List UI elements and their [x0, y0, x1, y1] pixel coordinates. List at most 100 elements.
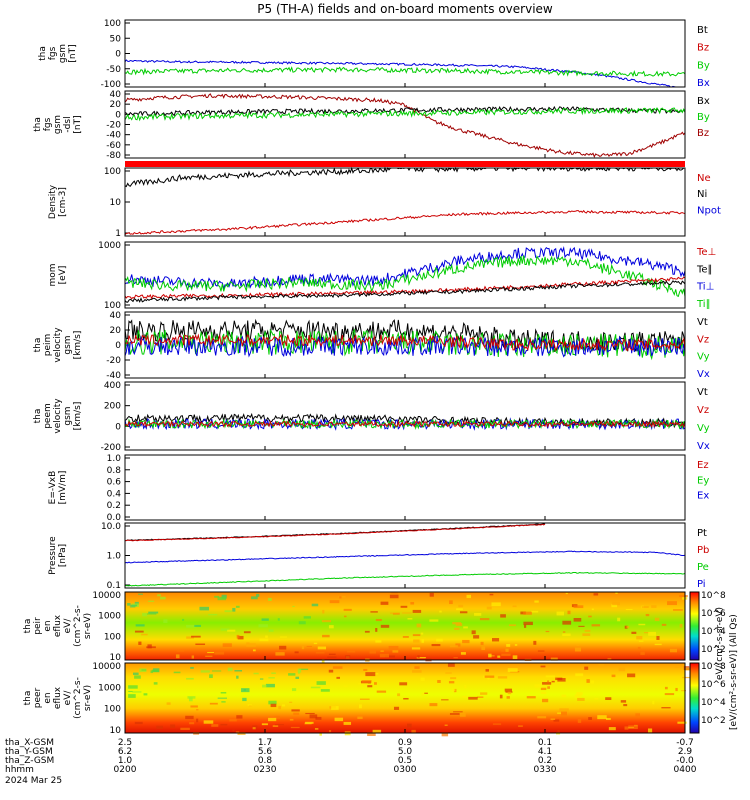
ytick-label: 10.0	[101, 522, 121, 532]
spectrogram-cell	[578, 625, 585, 627]
spectrogram-cell	[637, 646, 641, 650]
xaxis-value: 1.0	[118, 756, 133, 766]
spectrogram-cell	[463, 626, 468, 629]
spectrogram-cell	[458, 604, 464, 608]
spectrogram-cell	[134, 675, 141, 679]
spectrogram-cell	[403, 697, 409, 700]
spectrogram-cell	[220, 628, 230, 631]
ylabel-peer_en_eflux: (cm^2-s-	[73, 677, 83, 719]
legend-Te∥: Te∥	[696, 264, 713, 275]
spectrogram-cell	[160, 596, 166, 600]
spectrogram-cell	[278, 705, 282, 710]
ylabel-fgs_gsm_dsl: [nT]	[73, 115, 83, 133]
spectrogram-cell	[375, 618, 382, 622]
ytick-label: 20	[110, 100, 122, 110]
spectrogram-cell	[523, 624, 527, 628]
spectrogram-cell	[431, 643, 441, 647]
spectrogram-cell	[559, 708, 569, 712]
ylabel-pressure: [nPa]	[58, 544, 68, 567]
spectrogram-cell	[669, 648, 678, 653]
spectrogram-cell	[628, 726, 635, 729]
xaxis-row-label: tha_Y-GSM	[5, 747, 53, 757]
spectrogram-cell	[594, 698, 599, 700]
spectrogram-cell	[561, 711, 567, 716]
spectrogram-cell	[294, 651, 299, 654]
spectrogram-cell	[258, 624, 268, 628]
series-peem_velocity-Vy	[124, 418, 686, 430]
series-pressure-Pe	[125, 571, 686, 587]
spectrogram-cell	[573, 605, 584, 609]
spectrogram-cell	[420, 677, 425, 681]
ytick-label: 1.0	[107, 454, 122, 464]
spectrogram-cell	[618, 667, 626, 672]
spectrogram-cell	[507, 668, 518, 673]
spectrogram-cell	[196, 709, 199, 711]
spectrogram-cell	[163, 619, 168, 623]
spectrogram-cell	[462, 695, 467, 698]
spectrogram-cell	[388, 645, 399, 650]
ytick-label: -40	[106, 131, 121, 141]
spectrogram-cell	[180, 727, 190, 731]
spectrogram-cell	[638, 623, 646, 626]
legend-Vy: Vy	[697, 352, 710, 363]
spectrogram-cell	[534, 600, 539, 603]
series-peim_velocity-Vx	[124, 334, 686, 358]
spectrogram-cell	[611, 604, 618, 608]
spectrogram-cell	[191, 655, 195, 659]
spectrogram-cell	[421, 639, 424, 643]
spectrogram-cell	[416, 623, 422, 628]
spectrogram-cell	[590, 680, 595, 684]
spectrogram-cell	[460, 652, 466, 655]
series-pressure-Pb	[124, 523, 546, 542]
spectrogram-cell	[261, 618, 269, 621]
spectrogram-cell	[319, 732, 322, 736]
spectrogram-cell	[506, 696, 510, 699]
spectrogram-cell	[339, 596, 342, 599]
spectrogram-cell	[261, 723, 268, 726]
spectrogram-cell	[530, 610, 539, 613]
spectrogram-cell	[251, 596, 258, 600]
spectrogram-cell	[681, 690, 686, 692]
spectrogram-cell	[421, 692, 425, 696]
spectrogram-cell	[277, 618, 280, 621]
spectrogram-cell	[471, 630, 476, 635]
spectrogram-cell	[507, 691, 512, 695]
spectrogram-cell	[682, 676, 692, 679]
spectrogram-cell	[643, 632, 651, 634]
spectrogram-cell	[491, 602, 501, 607]
spectrogram-cell	[636, 636, 643, 640]
spectrogram-cell	[562, 631, 566, 633]
spectrogram-cell	[677, 721, 687, 724]
spectrogram-cell	[429, 592, 434, 597]
series-peem_velocity-Vz	[124, 419, 686, 428]
spectrogram-cell	[344, 615, 347, 618]
panel-density: Density [cm-3] 100 10 1 Ne Ni Npot	[48, 166, 721, 239]
spectrogram-cell	[205, 655, 213, 657]
spectrogram-cell	[501, 649, 505, 652]
spectrogram-cell	[195, 643, 206, 646]
spectrogram-cell	[237, 635, 244, 640]
spectrogram-cell	[297, 668, 302, 673]
legend-Pt: Pt	[697, 528, 707, 539]
ytick-label: -200	[101, 443, 122, 453]
spectrogram-cell	[343, 685, 348, 687]
xaxis-value: 5.0	[398, 747, 413, 757]
legend-Vz: Vz	[697, 405, 709, 416]
spectrogram-cell	[268, 717, 277, 722]
spectrogram-cell	[264, 728, 268, 731]
spectrogram-cell	[375, 640, 382, 643]
series-mom-Te⊥	[124, 276, 686, 300]
spectrogram-cell	[295, 676, 300, 679]
legend-Pi: Pi	[697, 579, 706, 590]
spectrogram-cell	[402, 635, 409, 638]
spectrogram-cell	[214, 595, 220, 598]
panel-fgs_gsm: tha fgs gsm [nT] 100 50 0 -50 -100 Bt Bz By Bx	[38, 19, 710, 90]
xaxis-value: 0230	[254, 765, 277, 775]
spectrogram-cell	[492, 723, 502, 725]
spectrogram-cell	[627, 673, 636, 678]
spectrogram-cell	[211, 724, 219, 727]
legend-Vx: Vx	[697, 369, 710, 380]
spectrogram-cell	[402, 612, 412, 614]
spectrogram-cell	[441, 732, 449, 737]
